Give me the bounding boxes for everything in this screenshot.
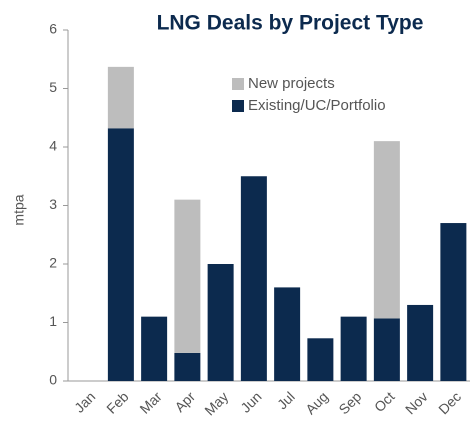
y-tick-label: 3	[49, 196, 57, 212]
y-tick-label: 4	[49, 138, 57, 154]
x-tick-label: Mar	[136, 388, 165, 417]
x-tick-label: Apr	[171, 388, 198, 415]
bar-segment	[340, 316, 367, 381]
bar-segment	[107, 66, 134, 129]
legend-swatch	[232, 100, 244, 112]
x-tick-label: Nov	[402, 388, 431, 417]
bar-segment	[141, 316, 168, 381]
x-tick-label: Feb	[103, 388, 132, 417]
legend-label: New projects	[248, 75, 335, 92]
x-tick-label: Aug	[302, 388, 331, 417]
legend-label: Existing/UC/Portfolio	[248, 97, 386, 114]
y-tick-label: 5	[49, 79, 57, 95]
x-tick-label: Sep	[335, 388, 364, 417]
chart-title: LNG Deals by Project Type	[157, 12, 424, 35]
legend-swatch	[232, 78, 244, 90]
x-tick-label: Jun	[237, 388, 264, 415]
x-tick-label: Dec	[435, 388, 464, 417]
y-tick-label: 2	[49, 255, 57, 271]
bar-segment	[373, 318, 400, 381]
bar-segment	[274, 287, 301, 381]
bar-segment	[440, 223, 467, 381]
y-tick-label: 1	[49, 313, 57, 329]
bar-segment	[174, 199, 201, 353]
x-tick-label: May	[201, 388, 231, 418]
bar-segment	[373, 141, 400, 319]
bar-segment	[107, 128, 134, 381]
y-axis-label: mtpa	[11, 194, 27, 225]
y-tick-label: 0	[49, 372, 57, 388]
bar-segment	[240, 176, 267, 381]
x-tick-label: Jul	[274, 388, 298, 412]
y-tick-label: 6	[49, 21, 57, 37]
bar-segment	[207, 264, 234, 381]
bar-segment	[307, 338, 334, 381]
x-tick-label: Jan	[71, 388, 98, 415]
bar-segment	[407, 304, 434, 381]
x-tick-label: Oct	[371, 388, 398, 415]
bar-segment	[174, 352, 201, 381]
